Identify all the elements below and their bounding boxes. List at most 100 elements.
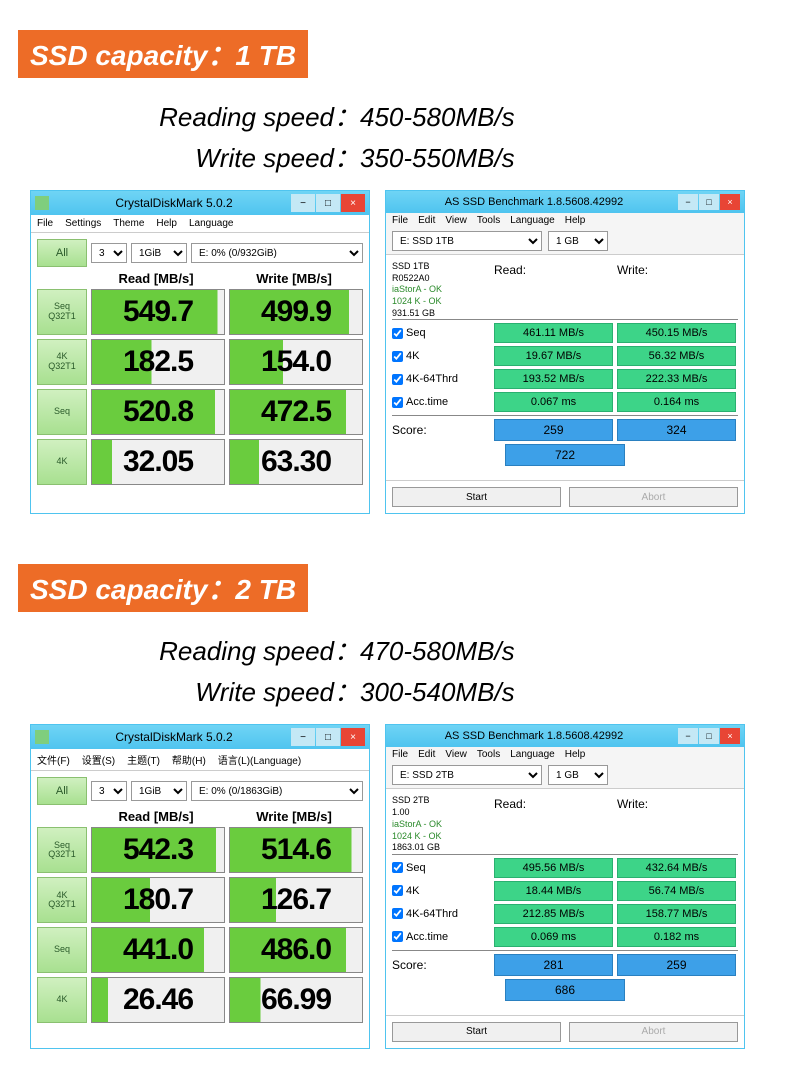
assd-test-label: 4K-64Thrd: [392, 908, 492, 920]
cdm-write-value: 66.99: [229, 977, 363, 1023]
assd-checkbox[interactable]: [392, 328, 403, 339]
assd-info-line: 1024 K - OK: [392, 296, 492, 308]
cdm-write-value: 63.30: [229, 439, 363, 485]
cdm-write-value: 472.5: [229, 389, 363, 435]
reading-value: 450-580MB/s: [360, 102, 515, 132]
cdm-test-button[interactable]: Seq: [37, 389, 87, 435]
menu-item[interactable]: 语言(L)(Language): [218, 752, 301, 767]
menu-item[interactable]: View: [445, 749, 467, 760]
assd-start-button[interactable]: Start: [392, 1022, 561, 1042]
cdm-test-button[interactable]: 4KQ32T1: [37, 877, 87, 923]
cdm-menubar: File Settings Theme Help Language: [31, 215, 369, 233]
maximize-button[interactable]: □: [699, 194, 719, 210]
menu-item[interactable]: View: [445, 215, 467, 226]
cdm-app-icon: [35, 196, 49, 210]
cdm-title: CrystalDiskMark 5.0.2: [57, 196, 291, 210]
assd-drive-select[interactable]: E: SSD 1TB: [392, 231, 542, 251]
assd-checkbox[interactable]: [392, 862, 403, 873]
assd-checkbox[interactable]: [392, 931, 403, 942]
assd-info-line: SSD 1TB: [392, 261, 492, 273]
assd-size-select[interactable]: 1 GB: [548, 231, 608, 251]
cdm-test-button[interactable]: 4KQ32T1: [37, 339, 87, 385]
menu-item[interactable]: Theme: [113, 218, 144, 229]
menu-item[interactable]: 设置(S): [82, 752, 115, 767]
assd-drive-select[interactable]: E: SSD 2TB: [392, 765, 542, 785]
assd-test-label: Acc.time: [392, 931, 492, 943]
menu-item[interactable]: Edit: [418, 749, 435, 760]
close-button[interactable]: ×: [341, 728, 365, 746]
menu-item[interactable]: 帮助(H): [172, 752, 206, 767]
maximize-button[interactable]: □: [699, 728, 719, 744]
write-value: 350-550MB/s: [360, 143, 515, 173]
assd-menubar: File Edit View Tools Language Help: [386, 213, 744, 228]
assd-checkbox[interactable]: [392, 908, 403, 919]
menu-item[interactable]: Help: [565, 749, 586, 760]
assd-read-header: Read:: [492, 795, 615, 853]
close-button[interactable]: ×: [341, 194, 365, 212]
assd-size-select[interactable]: 1 GB: [548, 765, 608, 785]
cdm-titlebar[interactable]: CrystalDiskMark 5.0.2 − □ ×: [31, 725, 369, 749]
menu-item[interactable]: Help: [156, 218, 177, 229]
assd-drive-info: SSD 2TB1.00iaStorA - OK1024 K - OK1863.0…: [392, 795, 492, 853]
cdm-count-select[interactable]: 3: [91, 781, 127, 801]
menu-item[interactable]: 文件(F): [37, 752, 70, 767]
assd-start-button[interactable]: Start: [392, 487, 561, 507]
assd-score-write: 259: [617, 954, 736, 976]
cdm-test-button[interactable]: Seq: [37, 927, 87, 973]
minimize-button[interactable]: −: [291, 728, 315, 746]
menu-item[interactable]: Help: [565, 215, 586, 226]
cdm-test-button[interactable]: SeqQ32T1: [37, 827, 87, 873]
cdm-titlebar[interactable]: CrystalDiskMark 5.0.2 − □ ×: [31, 191, 369, 215]
cdm-read-header: Read [MB/s]: [87, 271, 225, 286]
assd-checkbox[interactable]: [392, 397, 403, 408]
cdm-test-button[interactable]: SeqQ32T1: [37, 289, 87, 335]
minimize-button[interactable]: −: [678, 728, 698, 744]
assd-write-cell: 432.64 MB/s: [617, 858, 736, 878]
assd-write-header: Write:: [615, 795, 738, 853]
cdm-size-select[interactable]: 1GiB: [131, 243, 187, 263]
menu-item[interactable]: Tools: [477, 749, 500, 760]
assd-checkbox[interactable]: [392, 374, 403, 385]
assd-abort-button[interactable]: Abort: [569, 487, 738, 507]
capacity-badge: SSD capacity：1 TB: [18, 30, 308, 78]
cdm-size-select[interactable]: 1GiB: [131, 781, 187, 801]
close-button[interactable]: ×: [720, 728, 740, 744]
assd-test-label: 4K: [392, 885, 492, 897]
assd-info-line: SSD 2TB: [392, 795, 492, 807]
menu-item[interactable]: Edit: [418, 215, 435, 226]
cdm-all-button[interactable]: All: [37, 777, 87, 805]
maximize-button[interactable]: □: [316, 194, 340, 212]
assd-abort-button[interactable]: Abort: [569, 1022, 738, 1042]
cdm-test-button[interactable]: 4K: [37, 439, 87, 485]
assd-write-cell: 56.74 MB/s: [617, 881, 736, 901]
menu-item[interactable]: File: [392, 749, 408, 760]
assd-write-header: Write:: [615, 261, 738, 319]
assd-checkbox[interactable]: [392, 885, 403, 896]
close-button[interactable]: ×: [720, 194, 740, 210]
cdm-title: CrystalDiskMark 5.0.2: [57, 730, 291, 744]
menu-item[interactable]: Language: [510, 749, 555, 760]
cdm-drive-select[interactable]: E: 0% (0/1863GiB): [191, 781, 363, 801]
assd-info-line: 1.00: [392, 807, 492, 819]
assd-titlebar[interactable]: AS SSD Benchmark 1.8.5608.42992 − □ ×: [386, 725, 744, 747]
assd-score-total: 686: [505, 979, 625, 1001]
cdm-all-button[interactable]: All: [37, 239, 87, 267]
cdm-drive-select[interactable]: E: 0% (0/932GiB): [191, 243, 363, 263]
cdm-count-select[interactable]: 3: [91, 243, 127, 263]
minimize-button[interactable]: −: [678, 194, 698, 210]
maximize-button[interactable]: □: [316, 728, 340, 746]
assd-titlebar[interactable]: AS SSD Benchmark 1.8.5608.42992 − □ ×: [386, 191, 744, 213]
cdm-test-button[interactable]: 4K: [37, 977, 87, 1023]
speed-info: Reading speed：470-580MB/s Write speed：30…: [110, 631, 790, 709]
menu-item[interactable]: Tools: [477, 215, 500, 226]
menu-item[interactable]: File: [37, 218, 53, 229]
assd-title: AS SSD Benchmark 1.8.5608.42992: [390, 196, 678, 208]
menu-item[interactable]: File: [392, 215, 408, 226]
assd-checkbox[interactable]: [392, 351, 403, 362]
assd-score-total: 722: [505, 444, 625, 466]
menu-item[interactable]: Settings: [65, 218, 101, 229]
menu-item[interactable]: Language: [510, 215, 555, 226]
minimize-button[interactable]: −: [291, 194, 315, 212]
menu-item[interactable]: Language: [189, 218, 234, 229]
menu-item[interactable]: 主题(T): [127, 752, 160, 767]
